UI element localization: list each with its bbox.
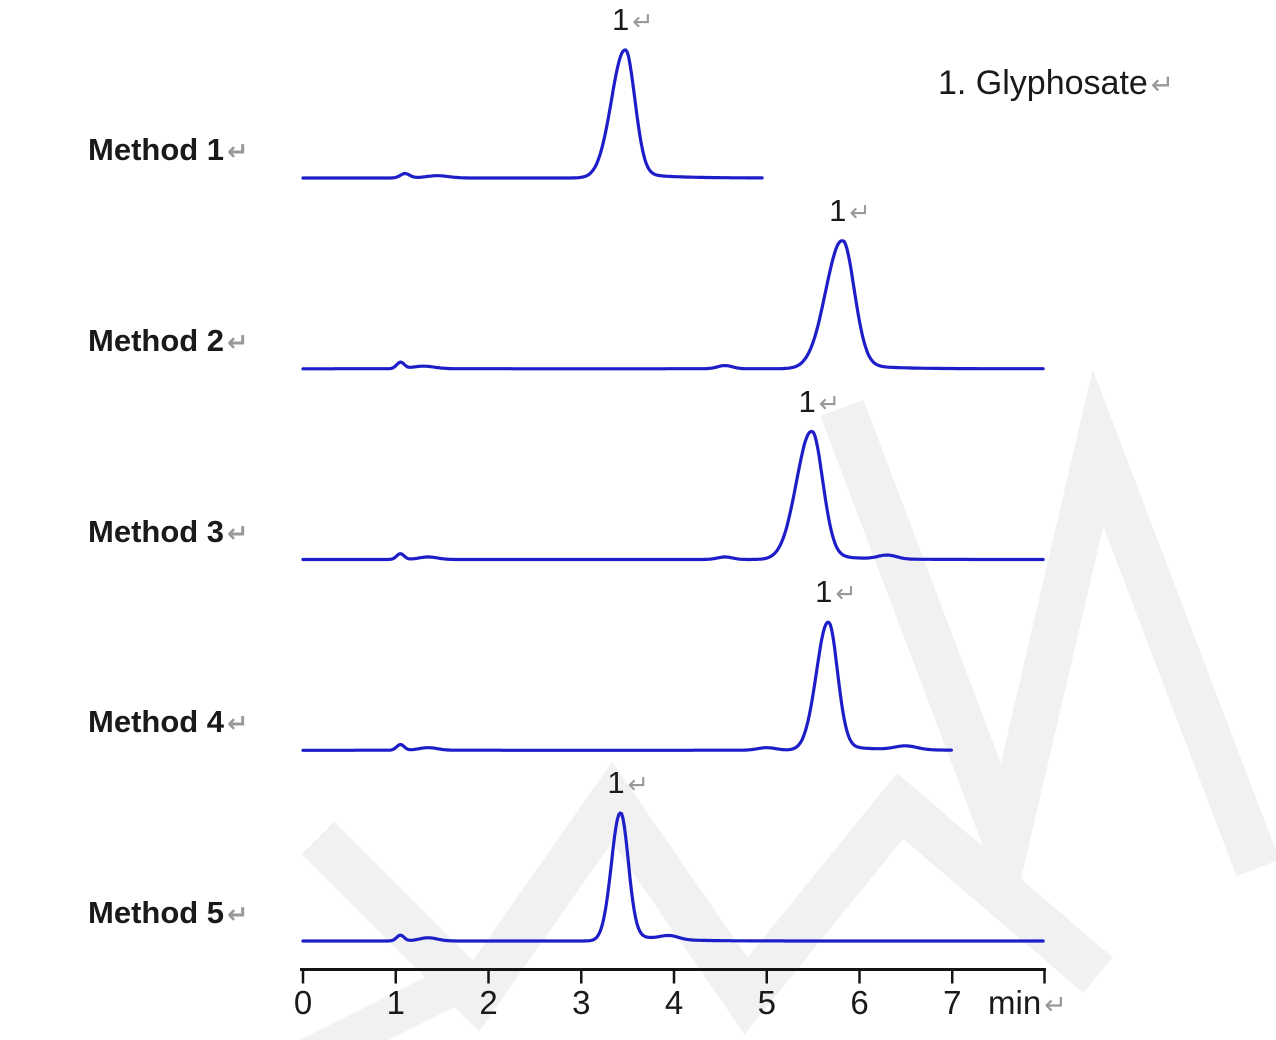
x-tick-6: 6 <box>850 984 869 1021</box>
watermark-corner-band <box>299 968 461 1040</box>
return-mark-icon: ↵ <box>632 8 654 36</box>
x-tick-0: 0 <box>293 984 313 1021</box>
x-tick-4: 4 <box>664 984 684 1021</box>
watermark <box>299 369 1276 1040</box>
trace-method-4 <box>301 620 953 752</box>
peak-1-label-method-5: 1 ↵ <box>607 765 649 800</box>
x-tick-2: 2 <box>479 984 498 1021</box>
return-mark-icon: ↵ <box>227 328 249 357</box>
method-5-label: Method 5 ↵ <box>88 895 249 930</box>
return-mark-icon: ↵ <box>227 710 249 739</box>
traces <box>301 48 1045 943</box>
legend: 1. Glyphosate ↵ <box>938 66 1174 100</box>
return-mark-icon: ↵ <box>627 771 649 799</box>
trace-method-2 <box>301 239 1045 371</box>
watermark-zigzag-right <box>820 369 1276 921</box>
x-tick-5: 5 <box>757 984 776 1021</box>
return-mark-icon: ↵ <box>227 519 249 548</box>
return-mark-icon: ↵ <box>1150 69 1175 100</box>
peak-1-label-method-3: 1 ↵ <box>798 383 841 419</box>
return-mark-icon: ↵ <box>849 198 871 227</box>
method-1-label: Method 1 ↵ <box>88 132 249 167</box>
trace-method-1 <box>301 48 764 180</box>
x-axis-unit: min ↵ <box>988 984 1067 1021</box>
legend-text: 1. Glyphosate <box>938 64 1148 102</box>
x-tick-3: 3 <box>572 984 591 1021</box>
method-4-label: Method 4 ↵ <box>88 704 249 740</box>
peak-1-label-method-2: 1 ↵ <box>829 192 871 228</box>
peak-1-label-method-4: 1 ↵ <box>815 574 857 610</box>
return-mark-icon: ↵ <box>1044 990 1067 1020</box>
return-mark-icon: ↵ <box>227 138 249 166</box>
x-tick-7: 7 <box>943 984 962 1021</box>
return-mark-icon: ↵ <box>818 389 841 418</box>
return-mark-icon: ↵ <box>227 901 249 929</box>
peak-1-label-method-1: 1 ↵ <box>612 2 654 37</box>
method-3-label: Method 3 ↵ <box>88 513 249 549</box>
trace-method-5 <box>301 811 1045 943</box>
x-axis <box>300 968 1046 984</box>
x-tick-1: 1 <box>386 984 405 1021</box>
return-mark-icon: ↵ <box>835 580 857 609</box>
method-2-label: Method 2 ↵ <box>88 322 249 358</box>
trace-method-3 <box>301 429 1045 562</box>
